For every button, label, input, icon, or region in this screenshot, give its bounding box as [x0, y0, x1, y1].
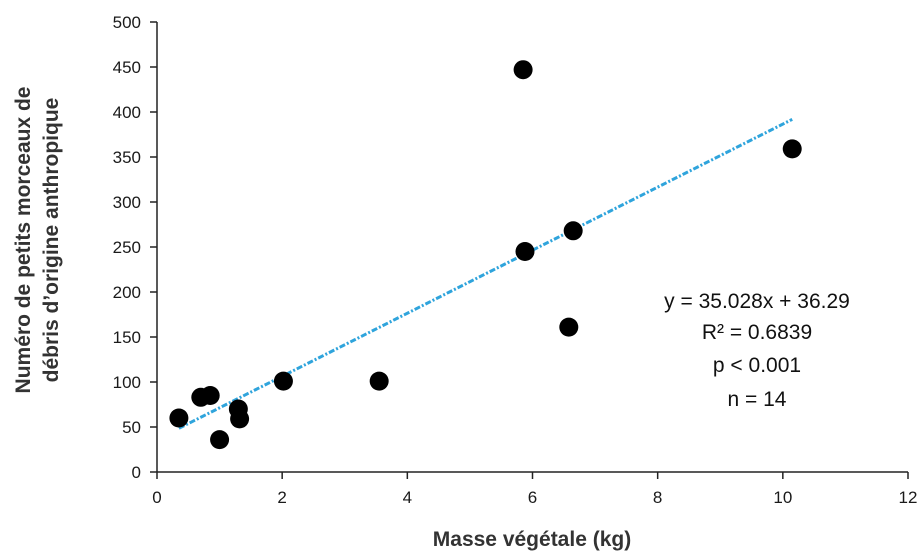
- y-tick-label: 300: [113, 193, 141, 212]
- data-point: [563, 221, 583, 241]
- data-point: [513, 60, 533, 80]
- data-point: [200, 386, 220, 405]
- y-tick-label: 100: [113, 373, 141, 392]
- data-point: [210, 430, 230, 450]
- y-tick-label: 400: [113, 103, 141, 122]
- x-tick-label: 10: [773, 488, 792, 507]
- data-point: [515, 242, 535, 261]
- data-point: [782, 139, 802, 159]
- y-tick-label: 50: [122, 418, 141, 437]
- data-point: [169, 408, 189, 428]
- y-tick-label: 200: [113, 283, 141, 302]
- y-tick-label: 150: [113, 328, 141, 347]
- x-tick-label: 0: [152, 488, 161, 507]
- x-tick-label: 4: [403, 488, 412, 507]
- y-tick-label: 250: [113, 238, 141, 257]
- data-point: [230, 409, 250, 429]
- data-point: [273, 371, 293, 391]
- r-squared-label: R² = 0.6839: [702, 321, 812, 344]
- y-tick-label: 0: [132, 463, 141, 482]
- y-tick-label: 350: [113, 148, 141, 167]
- y-tick-label: 450: [113, 58, 141, 77]
- p-value-label: p < 0.001: [713, 354, 801, 377]
- x-tick-label: 8: [653, 488, 662, 507]
- data-point: [369, 371, 389, 391]
- x-tick-label: 6: [528, 488, 537, 507]
- y-axis-title-line-2: débris d’origine anthropique: [40, 98, 63, 383]
- y-axis-title-line-1: Numéro de petits morceaux de: [12, 87, 35, 394]
- regression-equation: y = 35.028x + 36.29: [664, 290, 850, 313]
- sample-size-label: n = 14: [728, 388, 787, 411]
- trendline: [178, 118, 793, 430]
- y-tick-label: 500: [113, 13, 141, 32]
- x-tick-label: 12: [899, 488, 918, 507]
- x-tick-label: 2: [277, 488, 286, 507]
- x-axis-title: Masse végétale (kg): [433, 528, 631, 551]
- data-point: [559, 317, 579, 337]
